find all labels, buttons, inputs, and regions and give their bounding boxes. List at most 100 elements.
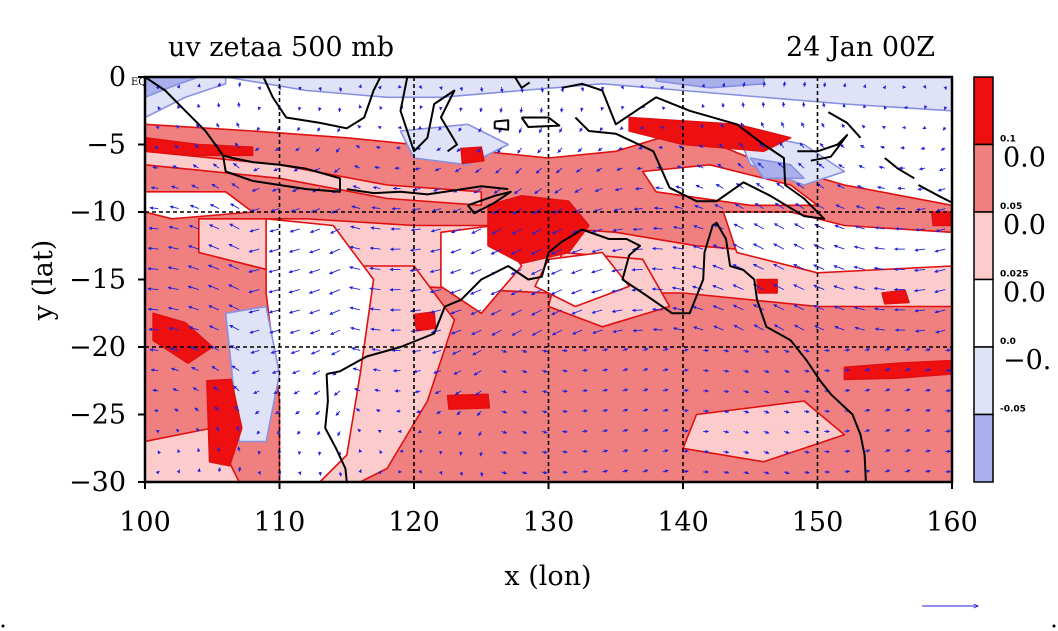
wind-vector <box>925 449 931 453</box>
wind-vector <box>612 228 623 232</box>
wind-vector <box>858 165 865 169</box>
wind-vector <box>561 348 568 353</box>
wind-vector <box>773 223 785 230</box>
wind-vector <box>187 265 199 270</box>
wind-vector <box>431 208 442 213</box>
colorbar-big-label: 0.0 <box>1003 210 1046 241</box>
wind-vector <box>864 449 871 453</box>
wind-vector <box>308 289 321 294</box>
wind-vector <box>571 268 583 275</box>
wind-vector <box>288 248 300 253</box>
wind-vector <box>233 162 240 169</box>
wind-vector <box>475 390 482 396</box>
wind-vector <box>602 368 609 372</box>
wind-vector <box>233 385 240 392</box>
wind-vector <box>763 430 770 434</box>
wind-vector <box>579 127 583 133</box>
wind-vector <box>436 410 442 415</box>
wind-vector <box>796 182 805 189</box>
wind-vector <box>662 408 669 413</box>
wind-vector <box>309 248 321 254</box>
wind-vector <box>231 365 240 371</box>
wind-vector <box>874 307 885 311</box>
wind-vector <box>813 244 825 250</box>
wind-vector <box>416 409 421 414</box>
wind-vector <box>672 306 684 311</box>
wind-vector <box>167 245 179 250</box>
coastline-java <box>222 154 341 193</box>
wind-vector <box>611 309 623 313</box>
wind-vector <box>864 368 871 372</box>
wind-vector <box>458 431 462 436</box>
wind-vector <box>571 248 583 254</box>
wind-vector <box>517 147 522 154</box>
wind-vector <box>592 228 603 233</box>
wind-vector <box>490 248 502 255</box>
coastline-borneo-south <box>262 77 382 130</box>
wind-vector <box>537 147 543 154</box>
wind-vector <box>551 329 563 336</box>
wind-vector <box>216 426 220 432</box>
wind-vector <box>723 348 730 353</box>
wind-vector <box>471 329 482 336</box>
wind-vector <box>743 470 750 475</box>
wind-vector <box>510 289 522 296</box>
wind-vector <box>836 184 845 189</box>
wind-vector <box>454 167 462 173</box>
vorticity-region-high <box>145 137 254 157</box>
wind-vector <box>197 83 201 88</box>
wind-vector <box>763 450 770 455</box>
wind-vector <box>499 107 503 113</box>
wind-vector <box>674 205 684 210</box>
wind-vector <box>207 284 220 291</box>
wind-vector <box>854 326 865 331</box>
wind-vector <box>308 268 321 274</box>
wind-vector <box>943 106 948 111</box>
wind-vector <box>793 243 805 250</box>
wind-vector <box>519 107 524 114</box>
wind-vector <box>783 349 790 353</box>
wind-vector <box>838 164 845 169</box>
wind-vector <box>470 309 482 315</box>
wind-vector <box>296 126 301 131</box>
colorbar-segment <box>973 211 994 281</box>
wind-vector <box>167 266 179 270</box>
wind-vector <box>793 263 805 270</box>
wind-vector <box>188 245 199 250</box>
wind-vector <box>473 188 482 194</box>
wind-vector <box>743 349 750 353</box>
wind-vector <box>315 147 321 152</box>
wind-vector <box>682 348 689 352</box>
wind-vector <box>773 263 785 270</box>
wind-vector <box>433 370 442 374</box>
wind-vector <box>723 450 730 454</box>
wind-vector <box>411 207 421 212</box>
wind-vector <box>150 368 159 372</box>
wind-vector <box>813 304 825 311</box>
chart-title: uv zetaa 500 mb <box>168 32 394 63</box>
wind-vector <box>147 287 159 291</box>
wind-vector <box>418 84 423 89</box>
vorticity-region-high <box>843 359 952 381</box>
wind-vector <box>915 227 926 232</box>
wind-vector <box>297 86 302 91</box>
wind-vector <box>531 228 543 235</box>
wind-vector <box>662 368 669 372</box>
y-tick-label: −5 <box>86 130 126 161</box>
y-tick-label: −25 <box>69 400 126 431</box>
wind-vector <box>253 390 260 395</box>
wind-vector <box>834 224 845 230</box>
wind-vector <box>622 368 629 372</box>
wind-vector <box>371 206 381 210</box>
wind-vector <box>169 205 179 210</box>
wind-vector <box>620 85 624 90</box>
wind-vector <box>721 102 726 108</box>
wind-vector <box>338 87 343 92</box>
wind-vector <box>801 122 805 128</box>
wind-vector <box>642 388 649 392</box>
wind-vector <box>813 264 825 270</box>
wind-vector <box>194 144 200 149</box>
wind-vector <box>374 165 381 170</box>
wind-vector <box>591 268 603 274</box>
